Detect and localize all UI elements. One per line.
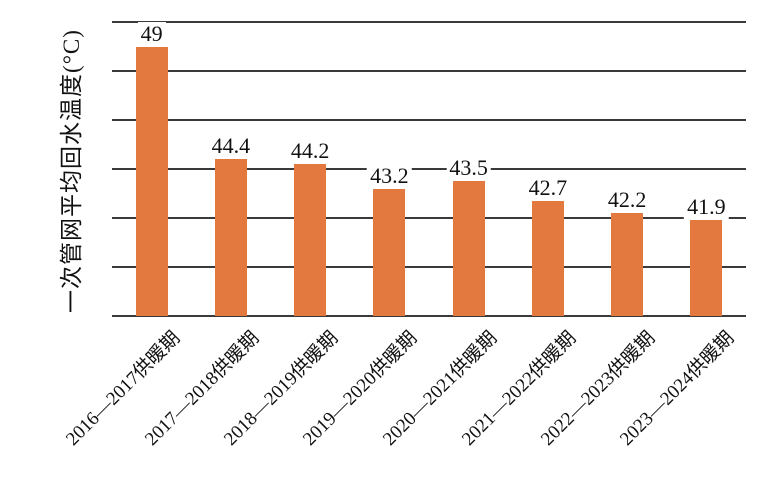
gridline bbox=[112, 315, 746, 317]
gridline bbox=[112, 217, 746, 219]
bar-value-label: 44.2 bbox=[287, 139, 333, 164]
gridline bbox=[112, 21, 746, 23]
bar bbox=[452, 181, 485, 316]
bar bbox=[531, 200, 564, 316]
gridline bbox=[112, 70, 746, 72]
bar-value-label: 44.4 bbox=[208, 134, 254, 159]
bar-value-label: 41.9 bbox=[684, 195, 729, 220]
gridline bbox=[112, 119, 746, 121]
bar bbox=[294, 164, 327, 316]
bar bbox=[373, 188, 406, 316]
gridline bbox=[112, 168, 746, 170]
bar bbox=[611, 213, 644, 316]
plot-area: 49 44.4 44.2 43.2 43.5 42.7 42.2 41.9 bbox=[112, 21, 746, 317]
bar bbox=[214, 159, 247, 316]
bar-value-label: 43.5 bbox=[446, 156, 491, 181]
y-axis-title: 一次管网平均回水温度(°C) bbox=[59, 29, 84, 313]
bar-value-label: 42.2 bbox=[604, 188, 650, 213]
bar-value-label: 49 bbox=[137, 21, 166, 46]
gridline bbox=[112, 266, 746, 268]
bar-value-label: 42.7 bbox=[525, 175, 571, 200]
bar bbox=[135, 46, 168, 316]
x-axis-labels: 2016—2017供暖期 2017—2018供暖期 2018—2019供暖期 2019… bbox=[62, 316, 746, 485]
bar-value-label: 43.2 bbox=[367, 163, 412, 188]
bar bbox=[690, 220, 723, 316]
